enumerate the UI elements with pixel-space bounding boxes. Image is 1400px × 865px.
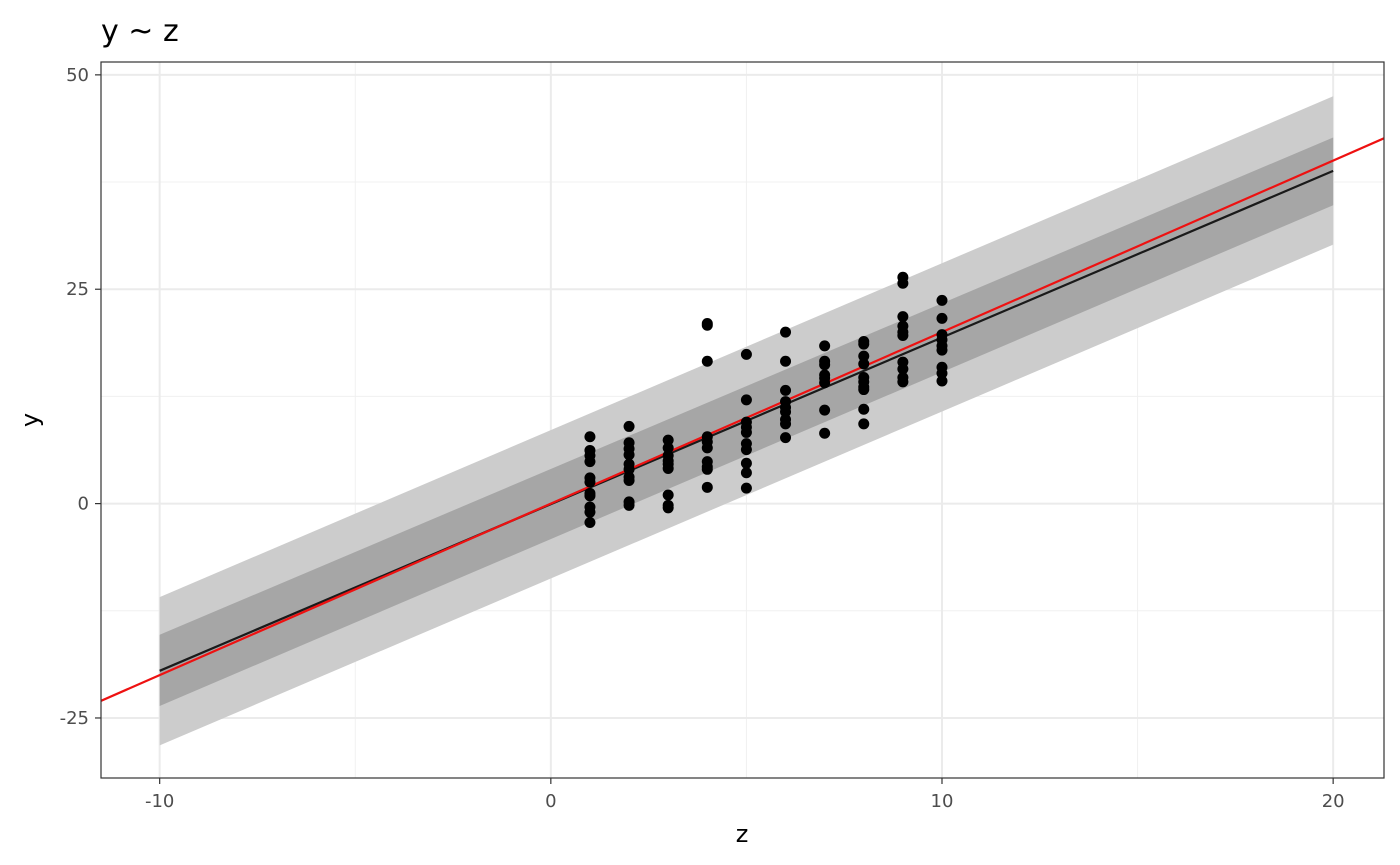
data-point [780, 355, 792, 367]
y-tick-label: 0 [78, 494, 89, 515]
x-axis-title: z [736, 820, 749, 848]
y-tick-label: -25 [60, 708, 89, 729]
data-point [740, 348, 752, 360]
chart-title: y ~ z [101, 14, 179, 49]
data-point [584, 456, 596, 468]
x-tick-label: 0 [545, 791, 556, 812]
data-point [897, 277, 909, 289]
data-point [701, 481, 713, 493]
data-point [740, 394, 752, 406]
y-axis-title: y [16, 413, 44, 427]
data-point [897, 311, 909, 323]
data-point [662, 502, 674, 514]
x-axis: -10 0 10 20 [145, 778, 1345, 812]
data-point [584, 490, 596, 502]
x-tick-label: 20 [1322, 791, 1345, 812]
data-point [936, 312, 948, 324]
y-axis: -25 0 25 50 [60, 65, 101, 729]
data-point [819, 340, 831, 352]
data-point [858, 403, 870, 415]
data-point [740, 467, 752, 479]
data-point [819, 427, 831, 439]
data-point [740, 457, 752, 469]
data-point [701, 355, 713, 367]
data-point [662, 489, 674, 501]
data-point [858, 338, 870, 350]
x-tick-label: -10 [145, 791, 174, 812]
data-point [740, 482, 752, 494]
data-point [819, 404, 831, 416]
data-point [780, 418, 792, 430]
x-tick-label: 10 [931, 791, 954, 812]
data-point [662, 442, 674, 454]
data-point [701, 463, 713, 475]
data-point [936, 344, 948, 356]
y-tick-label: 50 [66, 65, 89, 86]
data-point [623, 499, 635, 511]
data-point [584, 476, 596, 488]
data-point [662, 462, 674, 474]
data-point [858, 350, 870, 362]
data-point [858, 384, 870, 396]
data-point [819, 377, 831, 389]
data-point [858, 418, 870, 430]
data-point [584, 506, 596, 518]
data-point [936, 294, 948, 306]
data-point [897, 330, 909, 342]
data-point [780, 432, 792, 444]
data-point [780, 406, 792, 418]
data-point [584, 431, 596, 443]
data-point [780, 326, 792, 338]
data-point [623, 449, 635, 461]
data-point [936, 367, 948, 379]
data-point [662, 434, 674, 446]
data-point [897, 363, 909, 375]
data-point [897, 376, 909, 388]
data-point [740, 444, 752, 456]
y-tick-label: 25 [66, 279, 89, 300]
data-point [858, 358, 870, 370]
panel-border [100, 61, 1385, 779]
data-point [623, 463, 635, 475]
data-point [623, 420, 635, 432]
data-point [701, 319, 713, 331]
data-point [584, 516, 596, 528]
data-point [623, 474, 635, 486]
data-point [740, 426, 752, 438]
data-point [819, 359, 831, 371]
data-point [936, 375, 948, 387]
point-layer [584, 271, 948, 528]
data-point [780, 384, 792, 396]
data-point [701, 442, 713, 454]
